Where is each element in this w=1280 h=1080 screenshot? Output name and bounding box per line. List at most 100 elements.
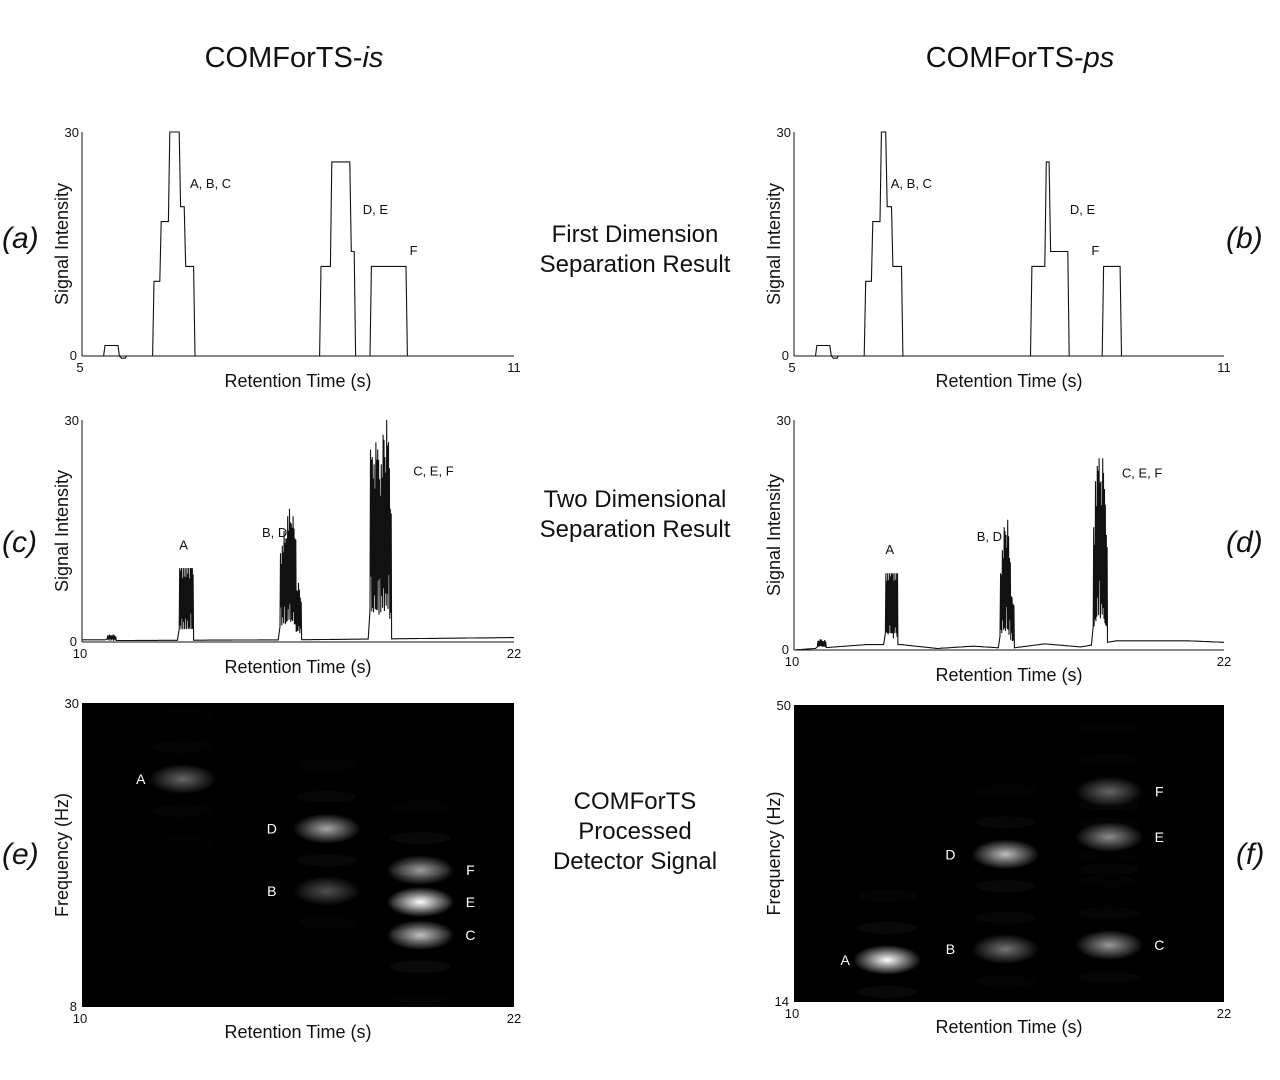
heatmap-spot-C — [1075, 930, 1144, 961]
column-title-right: COMForTS-ps — [860, 42, 1180, 75]
heatmap-ripple — [390, 865, 450, 877]
chart-panel-f: A D B F E C 10 22 14 50 Retention Time (s) Frequenc… — [764, 698, 1231, 1037]
heatmap-spot-B — [292, 875, 361, 906]
peak-annotation: A — [885, 542, 894, 557]
heatmap-spot-label: D — [945, 846, 955, 862]
heatmap-spot-label: E — [466, 894, 475, 910]
heatmap-spot-label: A — [840, 952, 850, 968]
column-title-left-prefix: COMForTS- — [204, 42, 363, 74]
heatmap-spot-label: A — [136, 771, 146, 787]
heatmap-spot-F — [386, 855, 455, 886]
row-title-comforts-processed: COMForTS Processed Detector Signal — [500, 787, 770, 877]
heatmap-spot-E — [1075, 822, 1144, 852]
peak-annotation: C, E, F — [413, 464, 454, 479]
heatmap-ripple — [297, 917, 357, 929]
heatmap-ripple — [975, 911, 1035, 923]
row-title-line: COMForTS — [573, 788, 697, 815]
row-title-line: Processed — [578, 818, 692, 845]
panel-label-d: (d) — [1226, 526, 1263, 559]
heatmap-spot-E — [386, 886, 455, 917]
x-tick-label: 22 — [1217, 654, 1231, 669]
chart-panel-a: A, B, C D, E F 5 11 0 30 Retention Time (s) Sign… — [52, 125, 521, 391]
y-tick-label: 14 — [775, 994, 789, 1009]
x-tick-label: 10 — [73, 1011, 87, 1026]
x-axis-label: Retention Time (s) — [935, 665, 1082, 685]
heatmap-ripple — [1079, 863, 1139, 875]
heatmap-ripple — [390, 961, 450, 973]
x-axis-label: Retention Time (s) — [224, 657, 371, 677]
heatmap-ripple — [975, 879, 1035, 891]
heatmap-ripple — [297, 949, 357, 961]
y-tick-label: 30 — [777, 413, 791, 428]
column-title-left: COMForTS-is — [134, 42, 454, 75]
heatmap-ripple — [153, 837, 213, 849]
chart-panel-d: A B, D C, E, F 10 22 0 30 Retention Time (s) Sig… — [764, 413, 1231, 685]
heatmap-spot-C — [386, 920, 455, 951]
panel-label-b: (b) — [1226, 222, 1263, 255]
x-axis-label: Retention Time (s) — [935, 1017, 1082, 1037]
heatmap-ripple — [857, 1018, 917, 1030]
y-tick-label: 0 — [70, 348, 77, 363]
heatmap-ripple — [1079, 971, 1139, 983]
peak-annotation: A, B, C — [190, 176, 231, 191]
x-tick-label: 22 — [507, 646, 521, 661]
x-tick-label: 10 — [73, 646, 87, 661]
y-tick-label: 30 — [65, 125, 79, 140]
peak-annotation: F — [1091, 243, 1099, 258]
panel-label-f: (f) — [1236, 838, 1265, 871]
y-tick-label: 50 — [777, 698, 791, 713]
heatmap-spot-label: B — [267, 883, 276, 899]
heatmap-ripple — [857, 986, 917, 998]
y-axis-label: Frequency (Hz) — [764, 791, 784, 915]
row-title-line: First Dimension — [551, 221, 719, 248]
y-tick-label: 30 — [65, 413, 79, 428]
heatmap-ripple — [297, 853, 357, 865]
y-tick-label: 0 — [782, 642, 789, 657]
heatmap-ripple — [153, 709, 213, 721]
x-tick-label: 22 — [1217, 1006, 1231, 1021]
panel-label-c: (c) — [2, 526, 37, 559]
heatmap-ripple — [153, 805, 213, 817]
heatmap-ripple — [390, 800, 450, 812]
heatmap-spot-label: C — [465, 927, 475, 943]
heatmap-spot-F — [1075, 776, 1144, 807]
peak-annotation: A, B, C — [891, 176, 932, 191]
heatmap-ripple — [1079, 875, 1139, 887]
heatmap-spot-label: D — [267, 821, 277, 837]
heatmap-ripple — [975, 816, 1035, 828]
y-axis-label: Signal Intensity — [52, 470, 72, 592]
y-axis-label: Signal Intensity — [52, 183, 72, 305]
heatmap-ripple — [1079, 907, 1139, 919]
heatmap-ripple — [1079, 895, 1139, 907]
series-line — [794, 131, 1224, 359]
series-line — [82, 419, 514, 642]
x-axis-label: Retention Time (s) — [935, 371, 1082, 391]
row-title-line: Separation Result — [539, 251, 731, 278]
heatmap-ripple — [1079, 799, 1139, 811]
y-tick-label: 30 — [777, 125, 791, 140]
x-tick-label: 11 — [1217, 360, 1231, 375]
chart-panel-e: A D B FE C 10 22 8 30 Retention Time (s) Frequency… — [52, 696, 521, 1042]
heatmap-spot-label: F — [466, 862, 475, 878]
x-tick-label: 22 — [507, 1011, 521, 1026]
heatmap-spot-label: F — [1155, 784, 1164, 800]
heatmap-spot-A — [148, 764, 217, 794]
heatmap-ripple — [297, 821, 357, 833]
heatmap-ripple — [975, 975, 1035, 987]
peak-annotation: F — [410, 243, 418, 258]
series-line — [793, 458, 1224, 651]
peak-annotation: A — [179, 538, 188, 553]
peak-annotation: D, E — [363, 202, 389, 217]
heatmap-ripple — [975, 784, 1035, 796]
y-tick-label: 30 — [65, 696, 79, 711]
x-tick-label: 5 — [76, 360, 83, 375]
heatmap-spot-label: B — [946, 941, 955, 957]
y-tick-label: 0 — [70, 634, 77, 649]
row-title-first-dimension: First Dimension Separation Result — [500, 220, 770, 280]
heatmap-ripple — [390, 832, 450, 844]
y-tick-label: 8 — [70, 999, 77, 1014]
heatmap-spot-label: E — [1155, 829, 1164, 845]
row-title-line: Two Dimensional — [543, 486, 727, 513]
column-title-left-suffix: is — [362, 42, 384, 74]
heatmap-ripple — [153, 741, 213, 753]
